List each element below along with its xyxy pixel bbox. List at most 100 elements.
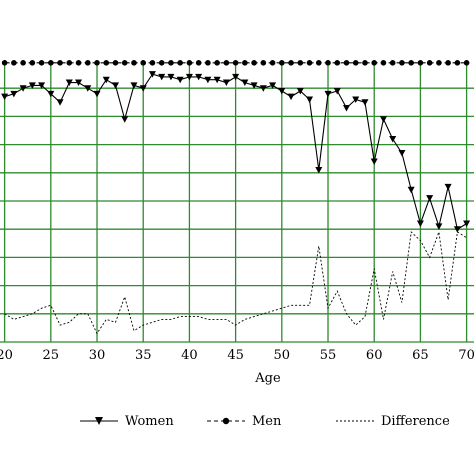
data-point — [66, 60, 73, 66]
series-men — [1, 60, 470, 66]
data-point — [324, 90, 332, 98]
x-tick-label: 60 — [366, 348, 383, 363]
data-point — [362, 60, 368, 66]
legend-item-difference: Difference — [336, 414, 450, 429]
data-point — [379, 116, 387, 123]
data-point — [65, 79, 73, 87]
x-tick-label: 50 — [274, 348, 291, 363]
data-point — [361, 99, 369, 106]
data-point — [103, 60, 110, 66]
data-point — [38, 60, 45, 66]
data-point — [47, 90, 55, 98]
legend-label-men: Men — [252, 414, 282, 429]
data-point — [279, 60, 285, 66]
series-difference — [4, 231, 467, 335]
data-point — [93, 90, 101, 98]
data-point — [242, 60, 248, 66]
data-point — [232, 73, 240, 81]
data-point — [370, 158, 378, 166]
data-point — [130, 82, 138, 89]
data-point — [463, 60, 470, 66]
series-line-difference — [4, 231, 467, 335]
series-layer — [1, 60, 471, 335]
data-point — [38, 82, 46, 89]
data-point — [48, 60, 54, 66]
x-tick-label: 20 — [0, 348, 13, 363]
data-point — [121, 116, 129, 123]
data-point — [158, 60, 165, 66]
data-point — [426, 60, 433, 66]
data-point — [20, 60, 26, 66]
data-point — [75, 60, 82, 66]
x-tick-label: 30 — [89, 348, 106, 363]
data-point — [399, 60, 405, 66]
data-point — [251, 60, 257, 66]
data-point — [222, 79, 230, 87]
data-point — [334, 60, 341, 66]
data-point — [408, 60, 414, 66]
data-point — [315, 166, 323, 174]
data-point — [75, 79, 83, 87]
data-point — [454, 60, 461, 66]
data-point — [288, 60, 294, 66]
data-point — [445, 60, 451, 66]
x-tick-label: 40 — [181, 348, 198, 363]
data-point — [287, 93, 295, 101]
x-axis-label: Age — [254, 371, 281, 386]
data-point — [436, 60, 442, 66]
data-point — [111, 82, 119, 89]
data-point — [398, 150, 406, 157]
data-point — [306, 96, 314, 103]
data-point — [269, 82, 277, 89]
data-point — [131, 60, 137, 66]
x-tick-label: 65 — [412, 348, 429, 363]
data-point — [57, 60, 63, 66]
data-point — [342, 104, 350, 112]
data-point — [94, 60, 100, 66]
data-point — [1, 93, 9, 101]
data-point — [352, 60, 359, 66]
data-point — [416, 220, 424, 228]
data-point — [223, 60, 230, 66]
data-point — [296, 88, 304, 95]
data-point — [417, 60, 424, 66]
legend-item-women: Women — [80, 414, 174, 429]
data-point — [186, 60, 193, 66]
data-point — [84, 60, 91, 66]
data-point — [389, 60, 396, 66]
data-point — [389, 135, 397, 143]
data-point — [185, 73, 193, 81]
legend: Women Men Difference — [80, 414, 450, 429]
x-tick-label: 55 — [320, 348, 337, 363]
x-tick-label: 25 — [43, 348, 60, 363]
data-point — [177, 60, 183, 66]
data-point — [11, 60, 17, 66]
data-point — [371, 60, 378, 66]
data-point — [158, 73, 166, 81]
data-point — [325, 60, 331, 66]
data-point — [333, 88, 341, 95]
data-point — [407, 186, 415, 194]
data-point — [213, 76, 221, 84]
triangle-down-marker-icon — [95, 417, 103, 425]
data-point — [453, 226, 461, 233]
data-point — [232, 60, 239, 66]
data-point — [176, 76, 184, 84]
data-point — [102, 76, 110, 84]
data-point — [278, 88, 286, 95]
legend-label-difference: Difference — [381, 414, 450, 429]
x-tick-label: 45 — [227, 348, 244, 363]
data-point — [19, 85, 27, 92]
data-point — [149, 60, 156, 66]
data-point — [28, 82, 36, 89]
data-point — [168, 60, 174, 66]
data-point — [297, 60, 304, 66]
data-point — [204, 76, 212, 84]
data-point — [444, 183, 452, 191]
data-point — [306, 60, 313, 66]
data-point — [1, 60, 8, 66]
grid — [0, 60, 474, 343]
data-point — [241, 79, 249, 87]
series-women — [1, 71, 471, 233]
